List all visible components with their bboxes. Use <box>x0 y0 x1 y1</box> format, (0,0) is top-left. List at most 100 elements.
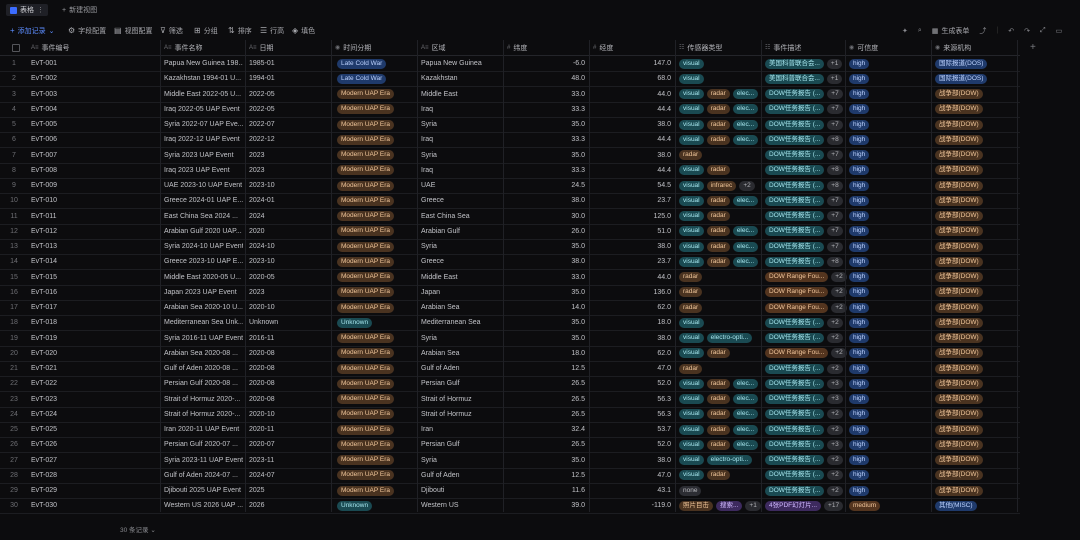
cell-longitude[interactable]: 56.3 <box>657 395 671 403</box>
cell-era[interactable]: Modern UAP Era <box>337 331 417 346</box>
cell-date[interactable]: 2024-01 <box>249 197 275 205</box>
column-divider[interactable] <box>503 40 504 512</box>
table-row[interactable]: 20 EvT-020 Arabian Sea 2020-08 ... 2020-08 M… <box>0 346 1020 362</box>
cell-credibility[interactable]: high <box>849 315 931 330</box>
cell-sensor-type[interactable]: visual radar elec... <box>679 117 761 132</box>
cell-sensor-type[interactable]: visual <box>679 56 761 71</box>
cell-event-name[interactable]: Syria 2024-10 UAP Event <box>164 243 243 250</box>
cell-event-name[interactable]: Syria 2023 UAP Event <box>164 151 234 159</box>
cell-event-name[interactable]: Japan 2023 UAP Event <box>164 288 237 296</box>
sort-button[interactable]: ⇅ 排序 <box>228 24 252 37</box>
cell-region[interactable]: Greece <box>421 197 444 205</box>
cell-region[interactable]: Western US <box>421 502 459 510</box>
cell-event-id[interactable]: EvT-004 <box>31 105 58 113</box>
cell-date[interactable]: 2024-10 <box>249 243 275 250</box>
cell-event-id[interactable]: EvT-006 <box>31 136 58 144</box>
cell-date[interactable]: 1985-01 <box>249 60 275 67</box>
group-button[interactable]: ⊞ 分组 <box>194 24 218 37</box>
tab-table[interactable]: 表格 ⋮ <box>6 4 48 16</box>
cell-event-id[interactable]: EvT-012 <box>31 227 58 235</box>
table-row[interactable]: 2 EvT-002 Kazakhstan 1994-01 U... 1994-01 La… <box>0 71 1020 88</box>
cell-sensor-type[interactable]: visual radar elec... <box>679 102 761 117</box>
table-row[interactable]: 5 EvT-005 Syria 2022-07 UAP Eve... 2022-07 M… <box>0 117 1020 134</box>
cell-description[interactable]: DOW任务报告 (... +7 <box>765 209 847 224</box>
cell-latitude[interactable]: 33.3 <box>571 136 585 144</box>
cell-event-id[interactable]: EvT-015 <box>31 273 58 281</box>
table-row[interactable]: 7 EvT-007 Syria 2023 UAP Event 2023 Modern U… <box>0 148 1020 164</box>
cell-sensor-type[interactable]: radar <box>679 300 761 315</box>
cell-event-name[interactable]: Iraq 2022-05 UAP Event <box>164 105 240 113</box>
col-header-sensor[interactable]: ☷ 传感器类型 <box>679 40 759 55</box>
cell-source[interactable]: 战争部(DOW) <box>935 407 1017 422</box>
cell-era[interactable]: Modern UAP Era <box>337 361 417 376</box>
cell-longitude[interactable]: 54.5 <box>657 182 671 189</box>
tab-new-view[interactable]: + 新建视图 <box>58 4 101 16</box>
cell-event-name[interactable]: Iraq 2022-12 UAP Event <box>164 136 240 144</box>
cell-source[interactable]: 战争部(DOW) <box>935 132 1017 147</box>
cell-era[interactable]: Modern UAP Era <box>337 132 417 147</box>
cell-description[interactable]: DOW任务报告 (... +2 <box>765 361 847 376</box>
cell-region[interactable]: Papua New Guinea <box>421 60 482 67</box>
cell-date[interactable]: 2020-08 <box>249 380 275 388</box>
cell-latitude[interactable]: 30.0 <box>571 212 585 220</box>
col-header-era[interactable]: ◉ 时间分期 <box>335 40 415 55</box>
cell-description[interactable]: DOW Range Fou... +2 <box>765 346 847 361</box>
table-row[interactable]: 19 EvT-019 Syria 2016-11 UAP Event 2016-11 M… <box>0 331 1020 347</box>
cell-latitude[interactable]: 24.5 <box>571 182 585 189</box>
table-row[interactable]: 13 EvT-013 Syria 2024-10 UAP Event 2024-10 M… <box>0 239 1020 256</box>
cell-event-id[interactable]: EvT-023 <box>31 395 58 403</box>
cell-region[interactable]: Syria <box>421 243 437 250</box>
column-divider[interactable] <box>331 40 332 512</box>
cell-longitude[interactable]: 147.0 <box>653 60 671 67</box>
cell-longitude[interactable]: 51.0 <box>657 227 671 235</box>
table-row[interactable]: 9 EvT-009 UAE 2023-10 UAP Event 2023-10 Mode… <box>0 178 1020 195</box>
cell-longitude[interactable]: 38.0 <box>657 334 671 342</box>
cell-source[interactable]: 战争部(DOW) <box>935 453 1017 468</box>
cell-event-id[interactable]: EvT-029 <box>31 487 58 494</box>
cell-event-name[interactable]: Strait of Hormuz 2020-... <box>164 395 241 403</box>
cell-event-id[interactable]: EvT-019 <box>31 334 58 342</box>
cell-sensor-type[interactable]: visual <box>679 71 761 86</box>
cell-source[interactable]: 战争部(DOW) <box>935 437 1017 452</box>
cell-event-id[interactable]: EvT-005 <box>31 121 58 128</box>
cell-description[interactable]: DOW任务报告 (... +2 <box>765 468 847 483</box>
cell-source[interactable]: 战争部(DOW) <box>935 87 1017 102</box>
cell-source[interactable]: 战争部(DOW) <box>935 148 1017 163</box>
cell-era[interactable]: Modern UAP Era <box>337 254 417 269</box>
cell-source[interactable]: 战争部(DOW) <box>935 163 1017 178</box>
cell-latitude[interactable]: 18.0 <box>571 349 585 357</box>
cell-region[interactable]: Strait of Hormuz <box>421 410 472 418</box>
cell-description[interactable]: DOW任务报告 (... +7 <box>765 148 847 163</box>
cell-date[interactable]: 2026 <box>249 502 265 510</box>
table-row[interactable]: 1 EvT-001 Papua New Guinea 198... 1985-01 La… <box>0 56 1020 73</box>
cell-sensor-type[interactable]: radar <box>679 285 761 300</box>
cell-date[interactable]: 2023 <box>249 166 265 174</box>
col-header-source[interactable]: ◉ 来源机构 <box>935 40 1015 55</box>
table-row[interactable]: 6 EvT-006 Iraq 2022-12 UAP Event 2022-12 Mod… <box>0 132 1020 149</box>
cell-event-id[interactable]: EvT-014 <box>31 258 58 266</box>
column-divider[interactable] <box>417 40 418 512</box>
cell-era[interactable]: Modern UAP Era <box>337 239 417 254</box>
cell-region[interactable]: East China Sea <box>421 212 470 220</box>
cell-event-id[interactable]: EvT-003 <box>31 90 58 98</box>
cell-date[interactable]: 2020-05 <box>249 273 275 281</box>
cell-source[interactable]: 国际报道(DOS) <box>935 56 1017 71</box>
cell-sensor-type[interactable]: visual radar <box>679 468 761 483</box>
more-icon[interactable]: ▭ <box>1055 27 1063 35</box>
cell-sensor-type[interactable]: visual radar <box>679 346 761 361</box>
cell-sensor-type[interactable]: none <box>679 483 761 498</box>
table-row[interactable]: 4 EvT-004 Iraq 2022-05 UAP Event 2022-05 Mod… <box>0 102 1020 118</box>
column-divider[interactable] <box>245 40 246 512</box>
cell-date[interactable]: 2023 <box>249 288 265 296</box>
column-divider[interactable] <box>931 40 932 512</box>
cell-date[interactable]: 2023-10 <box>249 258 275 266</box>
cell-event-name[interactable]: Kazakhstan 1994-01 U... <box>164 75 242 83</box>
add-column-icon[interactable]: + <box>1030 42 1036 53</box>
cell-event-id[interactable]: EvT-013 <box>31 243 58 250</box>
col-header-id[interactable]: A≡ 事件编号 <box>31 40 159 55</box>
cell-date[interactable]: 2024 <box>249 212 265 220</box>
cell-description[interactable]: DOW任务报告 (... +7 <box>765 224 847 239</box>
cell-region[interactable]: UAE <box>421 182 436 189</box>
cell-latitude[interactable]: 26.5 <box>571 380 585 388</box>
cell-longitude[interactable]: 62.0 <box>657 304 671 311</box>
